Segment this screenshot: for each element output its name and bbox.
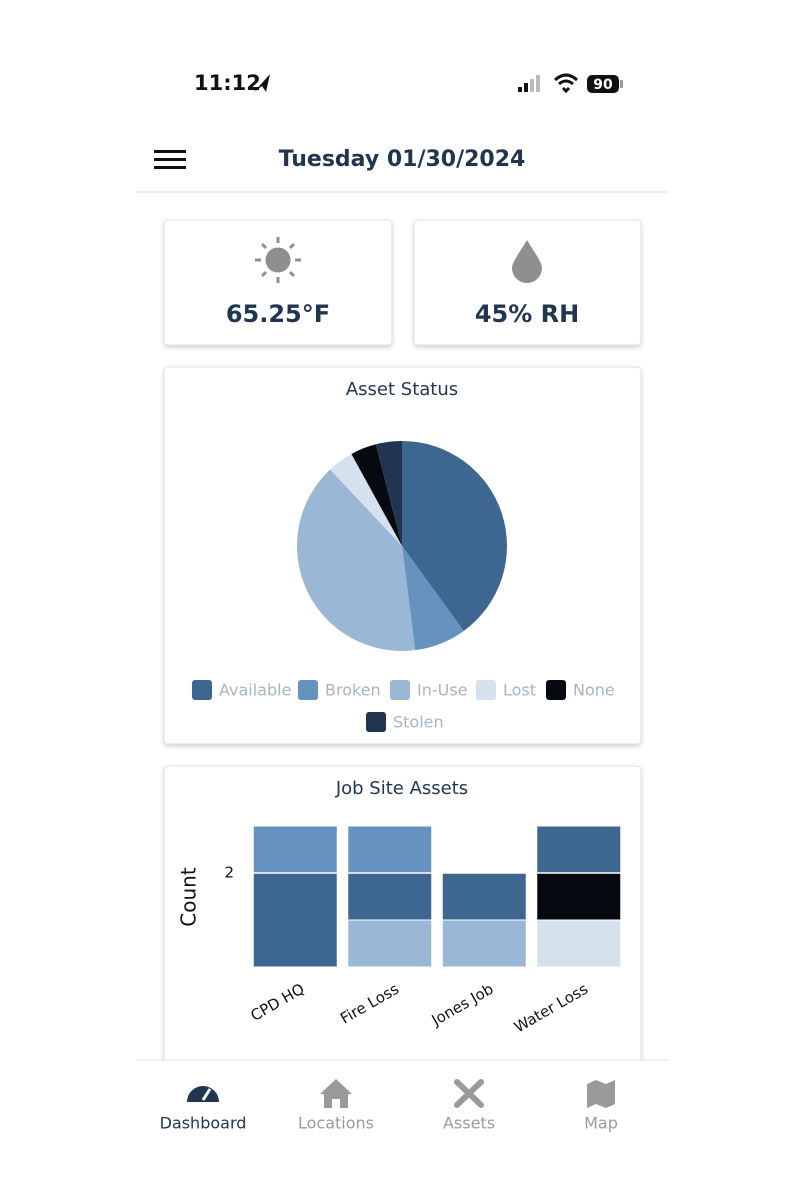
bar-segment bbox=[441, 872, 527, 921]
status-time: 11:12 bbox=[194, 71, 261, 95]
locations-icon bbox=[320, 1079, 352, 1108]
legend-swatch bbox=[298, 680, 318, 700]
nav-bar bbox=[136, 1060, 668, 1200]
legend-swatch bbox=[390, 680, 410, 700]
wifi-icon bbox=[553, 73, 579, 94]
battery-level: 90 bbox=[593, 77, 613, 93]
signal-icon bbox=[518, 75, 540, 92]
bar-segment bbox=[252, 872, 338, 968]
header-title: Tuesday 01/30/2024 bbox=[279, 147, 526, 172]
pie-slice bbox=[330, 453, 402, 546]
sun-icon bbox=[255, 237, 301, 283]
legend-label: In-Use bbox=[417, 681, 468, 700]
humidity: 45% RH bbox=[475, 300, 579, 328]
bar-segment bbox=[536, 825, 622, 874]
pie-slice bbox=[296, 469, 416, 651]
legend-label: Stolen bbox=[393, 713, 444, 732]
legend-swatch bbox=[546, 680, 566, 700]
bar-segment bbox=[536, 919, 622, 968]
chart-title: Asset Status bbox=[346, 379, 458, 400]
bar-segment bbox=[347, 919, 433, 968]
drop-icon bbox=[512, 240, 542, 283]
menu-button[interactable] bbox=[154, 150, 186, 169]
temperature: 65.25°F bbox=[226, 300, 330, 328]
location-icon bbox=[254, 74, 270, 92]
pie-slice bbox=[402, 441, 507, 631]
pie-slice bbox=[375, 441, 402, 546]
nav-label[interactable]: Map bbox=[584, 1114, 618, 1133]
legend-label: Available bbox=[219, 681, 291, 700]
bar-segment bbox=[536, 872, 622, 921]
pie-slice bbox=[402, 546, 464, 651]
battery-tip bbox=[620, 80, 623, 88]
legend-label: None bbox=[573, 681, 615, 700]
y-tick-label: 2 bbox=[224, 864, 234, 882]
bar-segment bbox=[441, 919, 527, 968]
legend-label: Lost bbox=[503, 681, 536, 700]
nav-label[interactable]: Dashboard bbox=[160, 1114, 247, 1133]
nav-label[interactable]: Locations bbox=[298, 1114, 374, 1133]
pie-slice bbox=[351, 444, 402, 546]
legend-swatch bbox=[366, 712, 386, 732]
bar-segment bbox=[347, 872, 433, 921]
legend-swatch bbox=[192, 680, 212, 700]
battery-icon bbox=[587, 75, 619, 93]
map-icon bbox=[587, 1080, 615, 1108]
dashboard-icon bbox=[187, 1086, 219, 1102]
legend-label: Broken bbox=[325, 681, 381, 700]
chart-title: Job Site Assets bbox=[335, 778, 468, 799]
assets-icon bbox=[454, 1079, 484, 1108]
bar-segment bbox=[252, 825, 338, 874]
y-axis-label: Count bbox=[177, 867, 201, 927]
nav-label[interactable]: Assets bbox=[443, 1114, 495, 1133]
legend-swatch bbox=[476, 680, 496, 700]
bar-segment bbox=[347, 825, 433, 874]
